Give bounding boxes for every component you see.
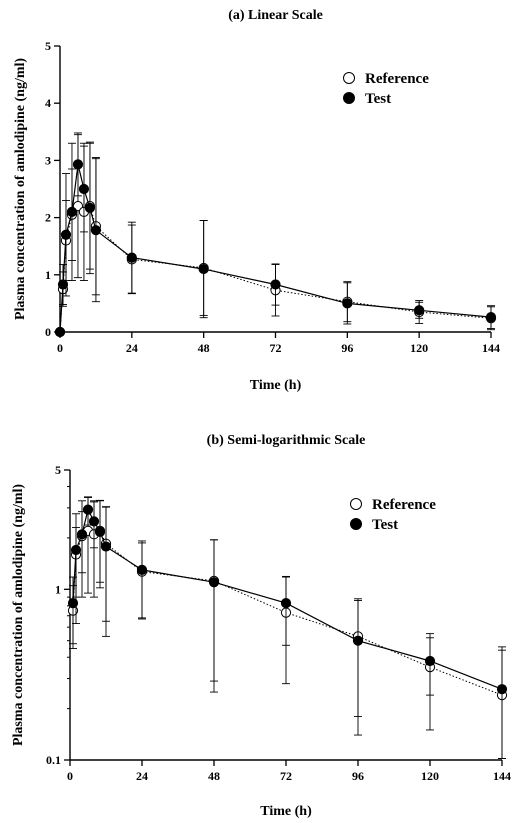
data-point bbox=[60, 229, 72, 240]
data-point bbox=[88, 516, 100, 527]
data-point bbox=[66, 206, 78, 217]
data-point bbox=[352, 635, 364, 646]
series-reference bbox=[67, 497, 508, 759]
y-tick-label: 4 bbox=[45, 96, 51, 110]
y-tick-label: 5 bbox=[55, 463, 61, 477]
x-tick-label: 120 bbox=[421, 769, 439, 783]
legend-label: Reference bbox=[365, 71, 429, 87]
y-tick-label: 0.1 bbox=[46, 753, 61, 767]
data-point bbox=[208, 577, 220, 588]
data-point bbox=[72, 159, 84, 170]
data-point bbox=[270, 279, 281, 290]
legend-label: Test bbox=[365, 91, 391, 107]
data-point bbox=[82, 504, 94, 515]
legend-marker bbox=[343, 72, 355, 84]
y-axis-label: Plasma concentration of amlodipine (ng/m… bbox=[13, 58, 28, 320]
y-tick-label: 0 bbox=[45, 325, 51, 339]
data-point bbox=[136, 564, 148, 575]
x-tick-label: 48 bbox=[208, 769, 220, 783]
y-tick-label: 1 bbox=[55, 582, 61, 596]
series-test bbox=[54, 132, 497, 338]
x-tick-label: 0 bbox=[67, 769, 73, 783]
x-tick-label: 48 bbox=[198, 341, 210, 355]
data-point bbox=[84, 202, 96, 213]
data-point bbox=[414, 305, 425, 316]
y-axis-label: Plasma concentration of amlodipine (ng/m… bbox=[11, 484, 26, 746]
legend-label: Test bbox=[372, 517, 398, 533]
chart-panel-semilog bbox=[64, 469, 508, 766]
x-tick-label: 96 bbox=[352, 769, 364, 783]
data-point bbox=[496, 684, 508, 695]
data-point bbox=[485, 312, 497, 323]
data-point bbox=[57, 279, 69, 290]
x-tick-label: 144 bbox=[482, 341, 500, 355]
x-axis-label: Time (h) bbox=[260, 804, 312, 819]
legend-marker bbox=[350, 518, 362, 530]
data-point bbox=[78, 183, 90, 195]
y-tick-label: 1 bbox=[45, 268, 51, 282]
data-point bbox=[70, 544, 82, 556]
series-reference bbox=[54, 134, 497, 338]
x-tick-label: 144 bbox=[493, 769, 511, 783]
x-tick-label: 120 bbox=[410, 341, 428, 355]
data-point bbox=[126, 252, 137, 263]
data-point bbox=[76, 529, 88, 540]
y-tick-label: 5 bbox=[45, 39, 51, 53]
data-point bbox=[342, 298, 353, 309]
data-point bbox=[198, 263, 209, 275]
x-tick-label: 72 bbox=[270, 341, 282, 355]
data-point bbox=[280, 598, 292, 609]
x-tick-label: 24 bbox=[126, 341, 138, 355]
chart-panel-linear bbox=[54, 45, 497, 338]
legend-marker bbox=[343, 92, 355, 104]
y-tick-label: 2 bbox=[45, 211, 51, 225]
y-tick-label: 3 bbox=[45, 153, 51, 167]
data-point bbox=[54, 326, 66, 338]
chart-title: (b) Semi-logarithmic Scale bbox=[207, 433, 366, 448]
x-tick-label: 0 bbox=[57, 341, 63, 355]
x-axis-label: Time (h) bbox=[250, 378, 302, 393]
data-point bbox=[100, 541, 112, 552]
data-point bbox=[94, 526, 106, 537]
series-test bbox=[67, 496, 508, 759]
data-point bbox=[424, 655, 436, 667]
x-tick-label: 96 bbox=[341, 341, 353, 355]
legend-label: Reference bbox=[372, 497, 436, 513]
x-tick-label: 24 bbox=[136, 769, 148, 783]
x-tick-label: 72 bbox=[280, 769, 292, 783]
legend-marker bbox=[350, 498, 362, 510]
data-point bbox=[67, 598, 79, 609]
data-point bbox=[90, 225, 102, 236]
chart-title: (a) Linear Scale bbox=[228, 8, 323, 23]
